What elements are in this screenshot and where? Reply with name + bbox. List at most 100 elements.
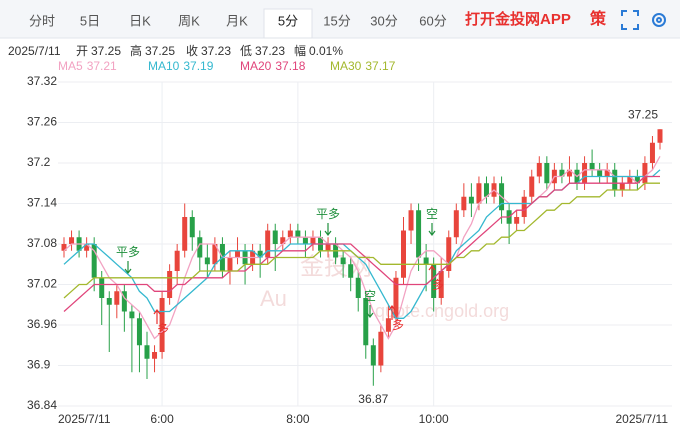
legend-value: 37.17 bbox=[365, 59, 395, 73]
tab[interactable]: 5日 bbox=[80, 13, 100, 28]
candle-body bbox=[619, 183, 625, 190]
candle-body bbox=[544, 163, 550, 184]
x-tick-label: 6:00 bbox=[150, 412, 174, 426]
app-link[interactable]: 打开金投网APP bbox=[465, 10, 571, 28]
ma-line bbox=[63, 182, 660, 299]
candle-body bbox=[167, 271, 173, 298]
tab[interactable]: 月K bbox=[226, 13, 248, 28]
candle-body bbox=[408, 210, 414, 231]
candle-body bbox=[106, 298, 112, 305]
info-value: 37.25 bbox=[91, 44, 121, 58]
strategy-button[interactable]: 策 bbox=[589, 9, 607, 28]
info-value: 0.01% bbox=[309, 44, 343, 58]
candle-body bbox=[582, 163, 588, 184]
x-tick-label: 8:00 bbox=[286, 412, 310, 426]
legend-name: MA30 bbox=[330, 59, 362, 73]
y-tick-label: 37.02 bbox=[27, 277, 57, 291]
candle-body bbox=[423, 257, 429, 265]
candle-body bbox=[189, 217, 195, 238]
candle-body bbox=[476, 183, 482, 204]
y-tick-label: 37.26 bbox=[27, 115, 57, 129]
candle-body bbox=[61, 244, 67, 251]
candle-body bbox=[649, 142, 655, 163]
candle-body bbox=[340, 257, 346, 265]
low-label: 36.87 bbox=[358, 392, 388, 406]
candle-body bbox=[182, 217, 188, 251]
candle-body bbox=[121, 291, 127, 312]
candle-body bbox=[468, 196, 474, 204]
candle-body bbox=[514, 217, 520, 224]
candle-body bbox=[589, 163, 595, 170]
candle-body bbox=[378, 331, 384, 366]
candle-body bbox=[227, 257, 233, 271]
candle-body bbox=[325, 244, 331, 251]
tab[interactable]: 周K bbox=[178, 13, 200, 28]
candle-body bbox=[604, 169, 610, 177]
signal-arrow bbox=[388, 305, 396, 320]
candle-body bbox=[159, 298, 165, 352]
legend-name: MA5 bbox=[58, 59, 83, 73]
signal-label: 平多 bbox=[316, 207, 340, 221]
fullscreen-icon[interactable] bbox=[621, 10, 639, 30]
candle-body bbox=[355, 277, 361, 298]
legend-entry: MA20 37.18 bbox=[240, 59, 306, 73]
legend-value: 37.21 bbox=[87, 59, 117, 73]
watermark-text: quote.cngold.org bbox=[375, 301, 509, 321]
y-tick-label: 37.08 bbox=[27, 236, 57, 250]
y-tick-label: 37.32 bbox=[27, 74, 57, 88]
tab[interactable]: 60分 bbox=[419, 13, 446, 28]
candle-body bbox=[642, 163, 648, 184]
signal-label: 多 bbox=[157, 322, 169, 336]
y-tick-label: 36.84 bbox=[27, 398, 57, 412]
info-value: 37.23 bbox=[201, 44, 231, 58]
legend-value: 37.19 bbox=[183, 59, 213, 73]
candle-body bbox=[84, 244, 90, 251]
info-label: 收 bbox=[186, 44, 198, 58]
candle-body bbox=[280, 237, 286, 244]
candle-body bbox=[431, 264, 437, 298]
info-value: 37.23 bbox=[255, 44, 285, 58]
candle-body bbox=[566, 169, 572, 177]
watermark-text: Au bbox=[260, 286, 287, 311]
ma-line bbox=[63, 175, 660, 312]
signal-label: 平多 bbox=[116, 245, 140, 259]
info-date: 2025/7/11 bbox=[8, 44, 61, 58]
settings-icon[interactable] bbox=[652, 13, 666, 27]
y-tick-label: 36.96 bbox=[27, 317, 57, 331]
tab[interactable]: 日K bbox=[129, 13, 151, 28]
candle-body bbox=[597, 169, 603, 177]
candle-body bbox=[144, 345, 150, 359]
candle-body bbox=[348, 264, 354, 278]
candle-body bbox=[385, 318, 391, 332]
candle-body bbox=[536, 163, 542, 177]
tab[interactable]: 30分 bbox=[370, 13, 397, 28]
legend-entry: MA30 37.17 bbox=[330, 59, 396, 73]
candle-body bbox=[310, 237, 316, 244]
tab[interactable]: 5分 bbox=[278, 13, 298, 28]
high-label: 37.25 bbox=[628, 107, 658, 121]
candle-body bbox=[136, 318, 142, 346]
candle-body bbox=[272, 230, 278, 244]
candle-body bbox=[91, 244, 97, 278]
signal-arrow bbox=[153, 309, 161, 324]
tab[interactable]: 15分 bbox=[323, 13, 350, 28]
candle-body bbox=[416, 210, 422, 258]
info-label: 开 bbox=[76, 44, 88, 58]
candle-body bbox=[438, 271, 444, 298]
candle-body bbox=[302, 237, 308, 244]
candle-body bbox=[453, 210, 459, 238]
candle-body bbox=[295, 230, 301, 238]
y-tick-label: 36.9 bbox=[27, 358, 51, 372]
candle-body bbox=[559, 169, 565, 177]
signal-arrow bbox=[124, 261, 132, 274]
candle-body bbox=[657, 129, 663, 143]
signal-arrow bbox=[428, 265, 436, 280]
candle-body bbox=[69, 237, 75, 244]
tab[interactable]: 分时 bbox=[29, 13, 55, 28]
ma-line bbox=[63, 155, 661, 340]
y-tick-label: 37.14 bbox=[27, 196, 57, 210]
candle-body bbox=[634, 176, 640, 184]
x-tick-label: 10:00 bbox=[419, 412, 449, 426]
signal-arrow bbox=[366, 305, 374, 318]
signal-label: 空 bbox=[364, 289, 376, 303]
